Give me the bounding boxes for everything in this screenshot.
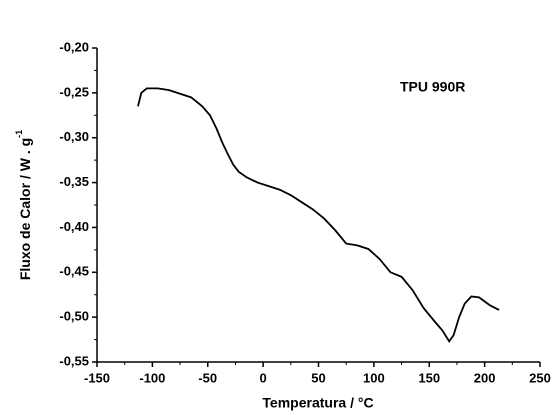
x-tick-label: -150 xyxy=(84,370,110,385)
y-axis-label-main: Fluxo de Calor / W . g xyxy=(17,138,33,280)
x-tick-label: -100 xyxy=(139,370,165,385)
y-tick-label: -0,55 xyxy=(59,353,89,368)
x-tick-label: 200 xyxy=(474,370,496,385)
x-axis-label: Temperatura / °C xyxy=(262,395,373,411)
y-tick-label: -0,35 xyxy=(59,174,89,189)
data-line xyxy=(137,87,500,343)
y-tick-label: -0,40 xyxy=(59,219,89,234)
y-tick-label: -0,30 xyxy=(59,129,89,144)
annotation: TPU 990R xyxy=(400,79,465,95)
x-tick-label: 50 xyxy=(311,370,325,385)
y-tick-label: -0,20 xyxy=(59,39,89,54)
x-tick-label: -50 xyxy=(198,370,217,385)
x-tick-label: 150 xyxy=(418,370,440,385)
y-tick-label: -0,50 xyxy=(59,309,89,324)
x-tick-label: 100 xyxy=(363,370,385,385)
y-tick-label: -0,25 xyxy=(59,84,89,99)
y-tick-label: -0,45 xyxy=(59,264,89,279)
x-tick-label: 250 xyxy=(529,370,551,385)
y-axis-label: Fluxo de Calor / W . g-1 xyxy=(14,130,32,280)
y-axis-label-sup: -1 xyxy=(14,130,24,138)
x-tick-label: 0 xyxy=(260,370,267,385)
